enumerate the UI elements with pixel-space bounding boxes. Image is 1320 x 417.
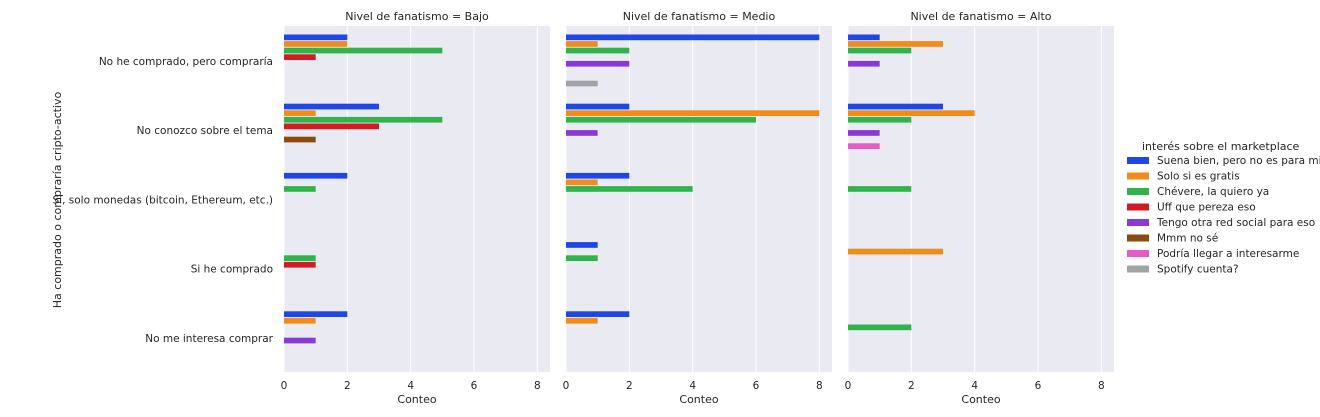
legend-swatch xyxy=(1127,234,1149,242)
x-axis-label: Conteo xyxy=(961,393,1000,406)
bar xyxy=(848,324,912,331)
legend: interés sobre el marketplace Suena bien,… xyxy=(1127,140,1320,276)
x-tick-label: 4 xyxy=(407,380,414,392)
bar xyxy=(566,311,630,317)
bar xyxy=(848,41,943,47)
bar xyxy=(566,60,630,67)
bar xyxy=(566,47,630,54)
bar xyxy=(284,186,316,192)
x-tick-label: 6 xyxy=(1035,380,1042,392)
bar xyxy=(284,103,379,110)
bar xyxy=(284,41,348,47)
bar xyxy=(284,123,379,130)
legend-item-label: Mmm no sé xyxy=(1157,233,1218,245)
bar xyxy=(284,116,443,123)
bar xyxy=(284,110,316,116)
bar xyxy=(848,130,880,136)
x-tick-label: 8 xyxy=(534,380,541,392)
legend-swatch xyxy=(1127,172,1149,180)
bar xyxy=(566,130,598,136)
x-tick-label: 2 xyxy=(908,380,915,392)
y-tick-label: No conozco sobre el tema xyxy=(137,125,273,137)
legend-item-label: Solo si es gratis xyxy=(1157,171,1240,183)
bar xyxy=(284,172,348,179)
bar xyxy=(848,103,943,110)
legend-swatch xyxy=(1127,157,1149,164)
y-tick-label: Si he comprado xyxy=(191,264,273,276)
legend-swatch xyxy=(1127,219,1149,226)
bar xyxy=(566,103,630,110)
legend-swatch xyxy=(1127,265,1149,273)
x-tick-label: 0 xyxy=(563,380,570,392)
bar xyxy=(284,136,316,143)
panel-title: Nivel de fanatismo = Alto xyxy=(910,10,1051,23)
bar xyxy=(566,34,820,41)
legend-item-label: Podría llegar a interesarme xyxy=(1157,248,1299,260)
x-tick-label: 0 xyxy=(281,380,288,392)
legend-item-label: Uff que pereza eso xyxy=(1157,202,1256,214)
panel-title: Nivel de fanatismo = Bajo xyxy=(345,10,489,23)
panel-background xyxy=(284,26,550,372)
legend-title: interés sobre el marketplace xyxy=(1142,140,1300,153)
bar xyxy=(848,116,912,123)
panel-background xyxy=(566,26,832,372)
x-tick-label: 6 xyxy=(753,380,760,392)
bar xyxy=(566,116,756,123)
bar xyxy=(284,317,316,324)
bar xyxy=(848,60,880,67)
x-tick-label: 6 xyxy=(471,380,478,392)
legend-swatch xyxy=(1127,188,1149,195)
bar xyxy=(566,255,598,261)
bar xyxy=(566,242,598,248)
bar xyxy=(848,34,880,41)
x-axis-label: Conteo xyxy=(397,393,436,406)
bar xyxy=(848,186,912,192)
panel-background xyxy=(848,26,1114,372)
x-tick-label: 2 xyxy=(344,380,351,392)
bar xyxy=(566,317,598,324)
bar xyxy=(284,47,443,54)
x-axis-label: Conteo xyxy=(679,393,718,406)
bar xyxy=(848,110,975,116)
x-tick-label: 8 xyxy=(1098,380,1105,392)
x-tick-label: 4 xyxy=(971,380,978,392)
legend-swatch xyxy=(1127,250,1149,257)
legend-item-label: Chévere, la quiero ya xyxy=(1157,186,1269,198)
bar xyxy=(566,186,693,192)
bar xyxy=(566,179,598,186)
bar xyxy=(848,248,943,255)
y-tick-label: No me interesa comprar xyxy=(145,333,273,345)
legend-item-label: Tengo otra red social para eso xyxy=(1156,217,1315,229)
bar xyxy=(566,110,820,116)
x-tick-label: 4 xyxy=(689,380,696,392)
y-tick-label: Sí, solo monedas (bitcoin, Ethereum, etc… xyxy=(53,194,274,206)
y-axis-label: Ha comprado o compraría cripto-activo xyxy=(51,92,64,309)
legend-item-label: Spotify cuenta? xyxy=(1157,264,1239,276)
bar xyxy=(848,47,912,54)
x-tick-label: 2 xyxy=(626,380,633,392)
bar xyxy=(284,311,348,317)
bar xyxy=(848,143,880,149)
x-tick-label: 0 xyxy=(845,380,852,392)
bar xyxy=(284,261,316,268)
bar xyxy=(284,337,316,344)
bar xyxy=(566,41,598,47)
bar xyxy=(284,34,348,41)
bar xyxy=(566,172,630,179)
legend-item-label: Suena bien, pero no es para mi xyxy=(1157,155,1320,167)
panel-title: Nivel de fanatismo = Medio xyxy=(623,10,776,23)
bar xyxy=(284,255,316,261)
legend-swatch xyxy=(1127,203,1149,211)
x-tick-label: 8 xyxy=(816,380,823,392)
y-tick-label: No he comprado, pero compraría xyxy=(99,56,273,68)
bar xyxy=(566,80,598,87)
bar xyxy=(284,54,316,60)
